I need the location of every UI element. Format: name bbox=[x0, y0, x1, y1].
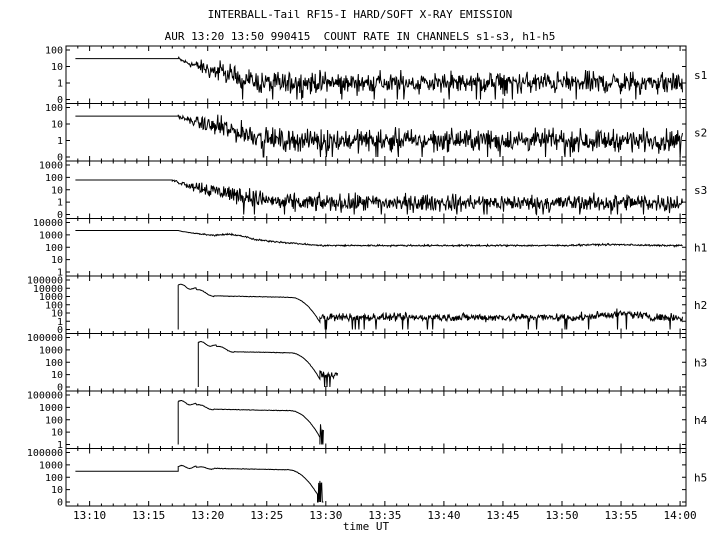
y-tick-label-h3: 10 bbox=[51, 370, 63, 381]
y-tick-label-s3: 0 bbox=[57, 210, 63, 221]
channel-label-h3: h3 bbox=[694, 356, 707, 369]
channel-label-h1: h1 bbox=[694, 241, 707, 254]
panel-frame-h5 bbox=[65, 448, 687, 507]
series-line-h4 bbox=[177, 400, 324, 445]
y-tick-label-h4: 100000 bbox=[27, 391, 63, 402]
y-tick-label-h5: 10 bbox=[51, 485, 63, 496]
x-tick-label: 13:55 bbox=[604, 509, 637, 522]
series-line-h1 bbox=[75, 230, 683, 248]
x-tick-label: 13:40 bbox=[427, 509, 460, 522]
y-tick-label-h4: 10 bbox=[51, 428, 63, 439]
y-tick-label-s2: 10 bbox=[51, 120, 63, 131]
x-tick-label: 13:50 bbox=[545, 509, 578, 522]
y-tick-label-s1: 1 bbox=[57, 79, 63, 90]
y-tick-label-h2: 1000 bbox=[39, 292, 63, 303]
y-tick-label-h2: 100000 bbox=[27, 276, 63, 287]
x-tick-label: 13:10 bbox=[73, 509, 106, 522]
series-line-s1 bbox=[75, 55, 683, 100]
y-tick-label-h5: 100 bbox=[45, 473, 63, 484]
chart-subtitle: AUR 13:20 13:50 990415 COUNT RATE IN CHA… bbox=[164, 30, 556, 43]
x-tick-label: 13:30 bbox=[309, 509, 342, 522]
channel-label-s2: s2 bbox=[694, 126, 707, 139]
panel-frame-h1 bbox=[65, 218, 687, 277]
y-tick-label-s3: 10 bbox=[51, 185, 63, 196]
y-tick-label-s3: 100 bbox=[45, 173, 63, 184]
y-tick-label-h3: 1000 bbox=[39, 345, 63, 356]
channel-label-h2: h2 bbox=[694, 299, 707, 312]
y-tick-label-s1: 10 bbox=[51, 62, 63, 73]
y-tick-label-h2: 100 bbox=[45, 300, 63, 311]
y-tick-label-h4: 1000 bbox=[39, 403, 63, 414]
y-tick-label-s3: 1 bbox=[57, 198, 63, 209]
y-tick-label-s1: 0 bbox=[57, 95, 63, 106]
y-tick-label-h2: 10000 bbox=[33, 284, 63, 295]
series-line-s2 bbox=[75, 114, 683, 158]
y-tick-label-h4: 1 bbox=[57, 440, 63, 451]
x-axis-label: time UT bbox=[343, 520, 390, 533]
x-tick-label: 13:15 bbox=[132, 509, 165, 522]
y-tick-label-h1: 10000 bbox=[33, 218, 63, 229]
x-tick-label: 14:00 bbox=[664, 509, 697, 522]
y-tick-label-h5: 1000 bbox=[39, 460, 63, 471]
channel-label-h5: h5 bbox=[694, 471, 707, 484]
series-line-h3 bbox=[197, 340, 339, 388]
channel-label-s1: s1 bbox=[694, 69, 707, 82]
y-tick-label-h5: 100000 bbox=[27, 448, 63, 459]
y-tick-label-h1: 10 bbox=[51, 255, 63, 266]
y-tick-label-h1: 1000 bbox=[39, 230, 63, 241]
channel-label-h4: h4 bbox=[694, 414, 708, 427]
series-line-h2 bbox=[177, 283, 683, 330]
chart-title: INTERBALL-Tail RF15-I HARD/SOFT X-RAY EM… bbox=[207, 8, 513, 21]
y-tick-label-h3: 100 bbox=[45, 358, 63, 369]
y-tick-label-s2: 1 bbox=[57, 136, 63, 147]
y-tick-label-h2: 1 bbox=[57, 317, 63, 328]
series-line-s3 bbox=[75, 179, 683, 216]
channel-label-s3: s3 bbox=[694, 184, 707, 197]
y-tick-label-h2: 0 bbox=[57, 325, 63, 336]
y-tick-label-h3: 100000 bbox=[27, 333, 63, 344]
y-tick-label-s2: 100 bbox=[45, 103, 63, 114]
y-tick-label-h2: 10 bbox=[51, 309, 63, 320]
y-tick-label-h1: 100 bbox=[45, 243, 63, 254]
x-tick-label: 13:20 bbox=[191, 509, 224, 522]
y-tick-label-s2: 0 bbox=[57, 153, 63, 164]
y-tick-label-s3: 1000 bbox=[39, 161, 63, 172]
y-tick-label-h4: 100 bbox=[45, 415, 63, 426]
y-tick-label-h3: 0 bbox=[57, 383, 63, 394]
y-tick-label-s1: 100 bbox=[45, 46, 63, 57]
y-tick-label-h1: 1 bbox=[57, 268, 63, 279]
series-line-h5 bbox=[75, 464, 324, 503]
panel-frame-s3 bbox=[65, 160, 687, 219]
x-tick-label: 13:45 bbox=[486, 509, 519, 522]
y-tick-label-h5: 0 bbox=[57, 498, 63, 509]
x-tick-label: 13:25 bbox=[250, 509, 283, 522]
panel-frame-h3 bbox=[65, 333, 687, 392]
x-tick-label: 13:35 bbox=[368, 509, 401, 522]
panel-frame-h4 bbox=[65, 390, 687, 449]
